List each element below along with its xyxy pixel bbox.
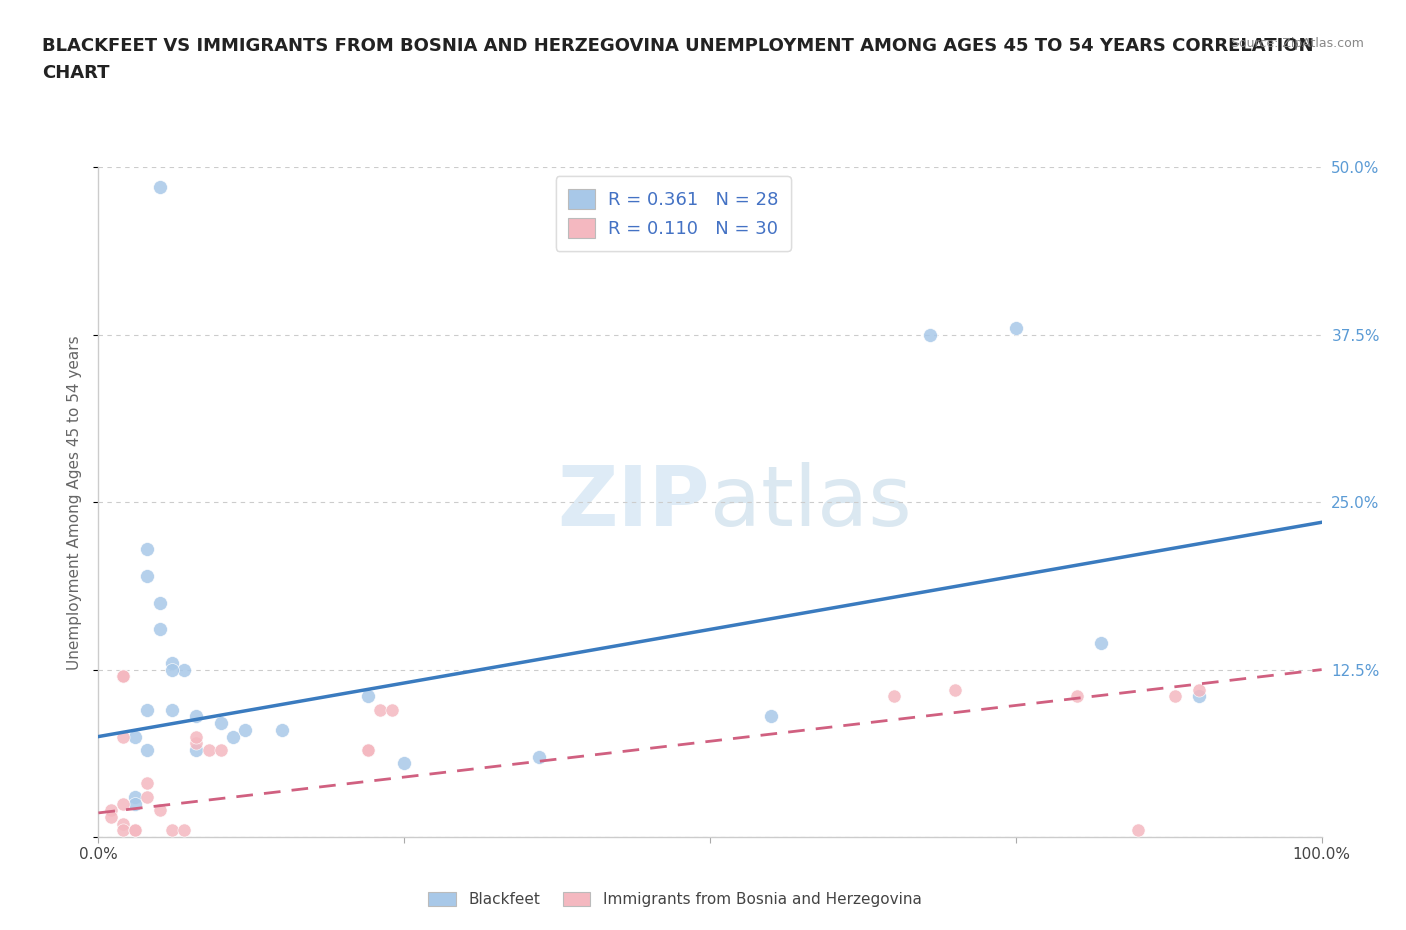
Point [149,622,172,637]
Point [111,729,134,744]
Point [356,742,378,757]
Point [920,327,942,342]
Point [149,595,172,610]
Point [124,796,146,811]
Point [100,809,122,824]
Point [883,689,905,704]
Point [136,742,159,757]
Point [111,823,134,838]
Point [392,756,416,771]
Point [1188,689,1211,704]
Point [356,689,378,704]
Point [1188,683,1211,698]
Point [111,669,134,684]
Point [1090,635,1112,650]
Point [111,817,134,831]
Point [160,823,183,838]
Point [527,750,550,764]
Text: Source: ZipAtlas.com: Source: ZipAtlas.com [1230,37,1364,50]
Point [149,180,172,195]
Point [209,716,232,731]
Point [186,736,208,751]
Point [197,742,219,757]
Point [160,702,183,717]
Legend: Blackfeet, Immigrants from Bosnia and Herzegovina: Blackfeet, Immigrants from Bosnia and He… [422,885,928,913]
Point [111,669,134,684]
Point [136,776,159,790]
Point [111,669,134,684]
Text: BLACKFEET VS IMMIGRANTS FROM BOSNIA AND HERZEGOVINA UNEMPLOYMENT AMONG AGES 45 T: BLACKFEET VS IMMIGRANTS FROM BOSNIA AND … [42,37,1313,82]
Point [124,790,146,804]
Point [124,823,146,838]
Point [186,742,208,757]
Point [111,796,134,811]
Point [761,709,783,724]
Text: atlas: atlas [710,461,911,543]
Point [381,702,404,717]
Point [136,702,159,717]
Point [356,742,378,757]
Point [1004,321,1026,336]
Point [1164,689,1187,704]
Point [943,683,966,698]
Point [136,790,159,804]
Point [186,729,208,744]
Text: ZIP: ZIP [558,461,710,543]
Point [136,568,159,583]
Point [368,702,391,717]
Point [160,662,183,677]
Point [100,803,122,817]
Point [124,823,146,838]
Point [160,656,183,671]
Point [124,729,146,744]
Point [186,709,208,724]
Point [173,662,195,677]
Point [270,723,294,737]
Point [209,742,232,757]
Y-axis label: Unemployment Among Ages 45 to 54 years: Unemployment Among Ages 45 to 54 years [67,335,83,670]
Point [149,803,172,817]
Point [222,729,245,744]
Point [1066,689,1088,704]
Point [233,723,256,737]
Point [136,541,159,556]
Legend: R = 0.361   N = 28, R = 0.110   N = 30: R = 0.361 N = 28, R = 0.110 N = 30 [555,177,792,250]
Point [1128,823,1150,838]
Point [173,823,195,838]
